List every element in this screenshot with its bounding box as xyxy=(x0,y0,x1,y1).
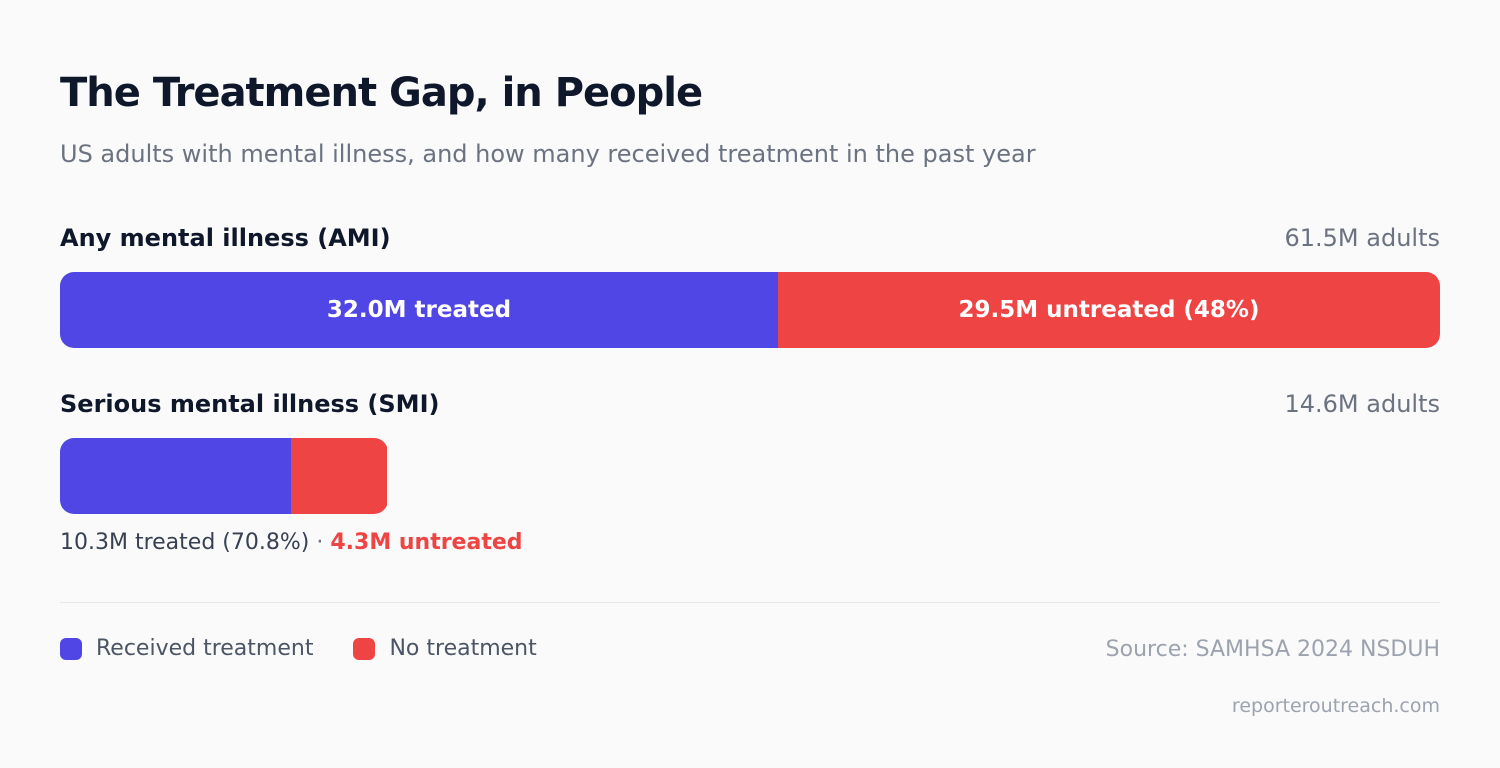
bar-segment-smi-untreated xyxy=(291,438,387,514)
bar-segment-ami-treated: 32.0M treated xyxy=(60,272,778,348)
legend-swatch-untreated xyxy=(353,637,376,660)
bar-ami: 32.0M treated 29.5M untreated (48%) xyxy=(60,272,1440,348)
smi-caption-untreated: 4.3M untreated xyxy=(330,530,523,555)
row-label-smi: Serious mental illness (SMI) xyxy=(60,390,440,418)
bar-smi xyxy=(60,438,388,514)
smi-caption: 10.3M treated (70.8%) · 4.3M untreated xyxy=(60,530,523,555)
smi-caption-treated: 10.3M treated (70.8%) xyxy=(60,530,310,555)
legend-label-untreated: No treatment xyxy=(389,636,537,661)
row-label-ami: Any mental illness (AMI) xyxy=(60,224,391,252)
row-total-smi: 14.6M adults xyxy=(1284,390,1440,418)
legend: Received treatment No treatment xyxy=(60,636,577,661)
source-note: Source: SAMHSA 2024 NSDUH xyxy=(1105,637,1440,662)
divider xyxy=(60,602,1440,603)
smi-caption-separator: · xyxy=(316,530,324,555)
legend-item-received-treatment: Received treatment xyxy=(60,636,313,661)
row-total-ami: 61.5M adults xyxy=(1284,224,1440,252)
legend-swatch-treated xyxy=(60,637,82,660)
watermark: reporteroutreach.com xyxy=(1231,695,1440,717)
legend-label-treated: Received treatment xyxy=(96,636,314,661)
chart-title: The Treatment Gap, in People xyxy=(60,70,703,116)
bar-segment-smi-treated xyxy=(60,438,291,514)
bar-segment-ami-untreated: 29.5M untreated (48%) xyxy=(778,272,1440,348)
legend-item-no-treatment: No treatment xyxy=(353,636,537,661)
chart-subtitle: US adults with mental illness, and how m… xyxy=(60,140,1036,168)
